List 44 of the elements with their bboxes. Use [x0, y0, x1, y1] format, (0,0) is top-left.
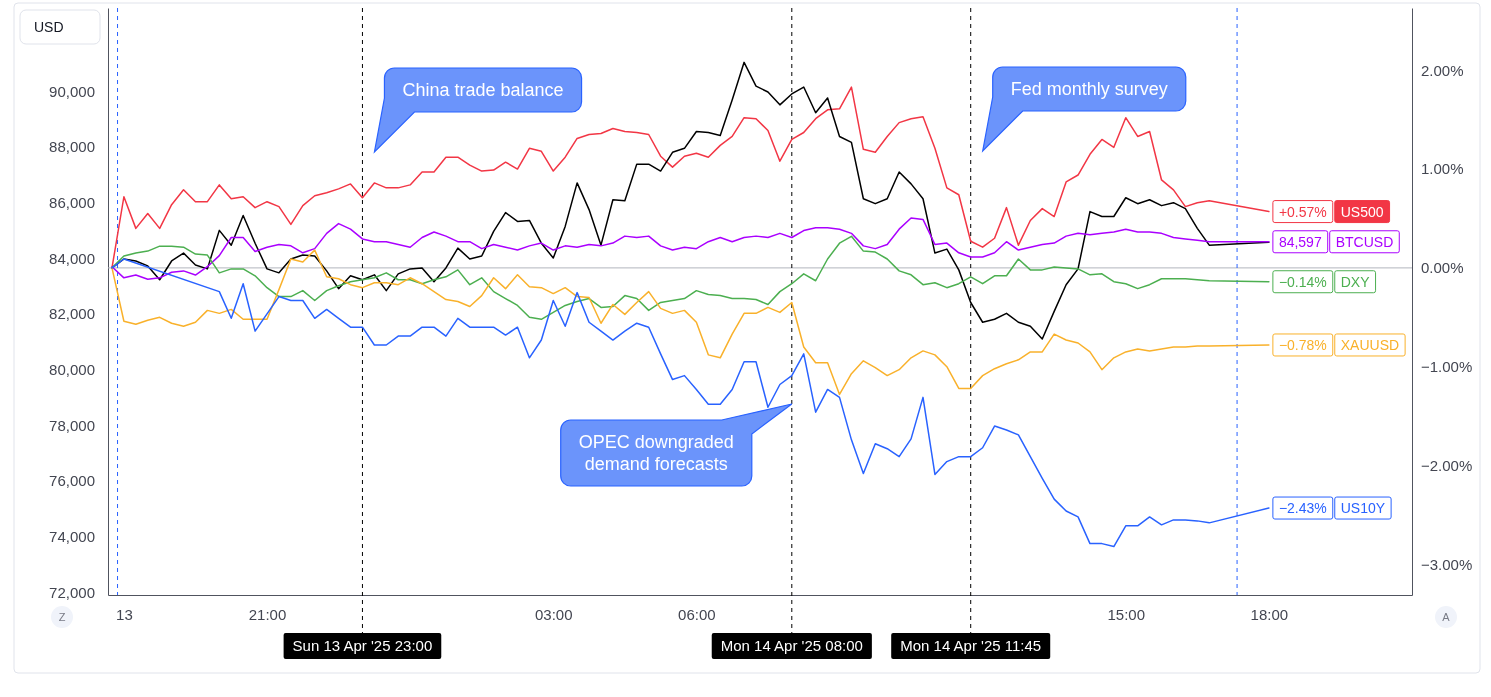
line-series: [111, 217, 1270, 280]
y-tick-label: 80,000: [49, 360, 95, 378]
ref-line-label: Sun 13 Apr '25 23:00: [292, 637, 433, 655]
x-tick-label: 21:00: [248, 605, 287, 623]
y-axis-title: USD: [34, 19, 64, 35]
y-tick-label: 90,000: [49, 82, 95, 100]
x-tick-label: 15:00: [1107, 605, 1146, 623]
annotation: OPEC downgraded demand forecasts: [578, 432, 734, 475]
y2-tick-label: 1.00%: [1421, 160, 1464, 178]
x-tick-label: 03:00: [534, 605, 573, 623]
legend-label: US10Y: [1340, 500, 1386, 517]
text: Z: [58, 610, 66, 623]
y2-tick-label: 0.00%: [1421, 259, 1464, 277]
x-tick-label: 06:00: [678, 605, 716, 623]
ref-line-label: Mon 14 Apr '25 11:45: [900, 637, 1042, 655]
y-tick-label: 78,000: [49, 416, 95, 434]
y-tick-label: 86,000: [49, 194, 95, 212]
y2-tick-label: −2.00%: [1421, 456, 1473, 474]
y2-tick-label: 2.00%: [1421, 61, 1464, 79]
ref-line-label: Mon 14 Apr '25 08:00: [720, 637, 863, 655]
annotation: China trade balance: [402, 80, 564, 101]
y-tick-label: 82,000: [49, 305, 95, 323]
data-label: 84,597: [1278, 233, 1322, 250]
data-label: −0.78%: [1278, 337, 1327, 354]
line-series: [111, 235, 1270, 321]
y2-tick-label: −3.00%: [1421, 555, 1473, 573]
x-tick-label: 18:00: [1250, 605, 1289, 623]
legend-label: XAUUSD: [1340, 337, 1400, 354]
y-tick-label: 76,000: [49, 472, 95, 490]
legend-label: US500: [1340, 203, 1384, 220]
y-tick-label: 88,000: [49, 138, 95, 156]
legend-label: DXY: [1340, 273, 1371, 290]
data-label: −0.14%: [1278, 273, 1327, 290]
y-tick-label: 72,000: [49, 583, 95, 601]
y-tick-label: 74,000: [49, 527, 95, 545]
line-series: [111, 249, 1270, 396]
y2-tick-label: −1.00%: [1421, 358, 1473, 376]
y-tick-label: 84,000: [49, 249, 95, 267]
legend-label: BTCUSD: [1335, 233, 1394, 250]
data-label: −2.43%: [1278, 500, 1327, 517]
text: A: [1442, 610, 1451, 623]
annotation: Fed monthly survey: [1010, 79, 1168, 100]
data-label: +0.57%: [1278, 203, 1327, 220]
x-tick-label: 13: [116, 605, 133, 623]
